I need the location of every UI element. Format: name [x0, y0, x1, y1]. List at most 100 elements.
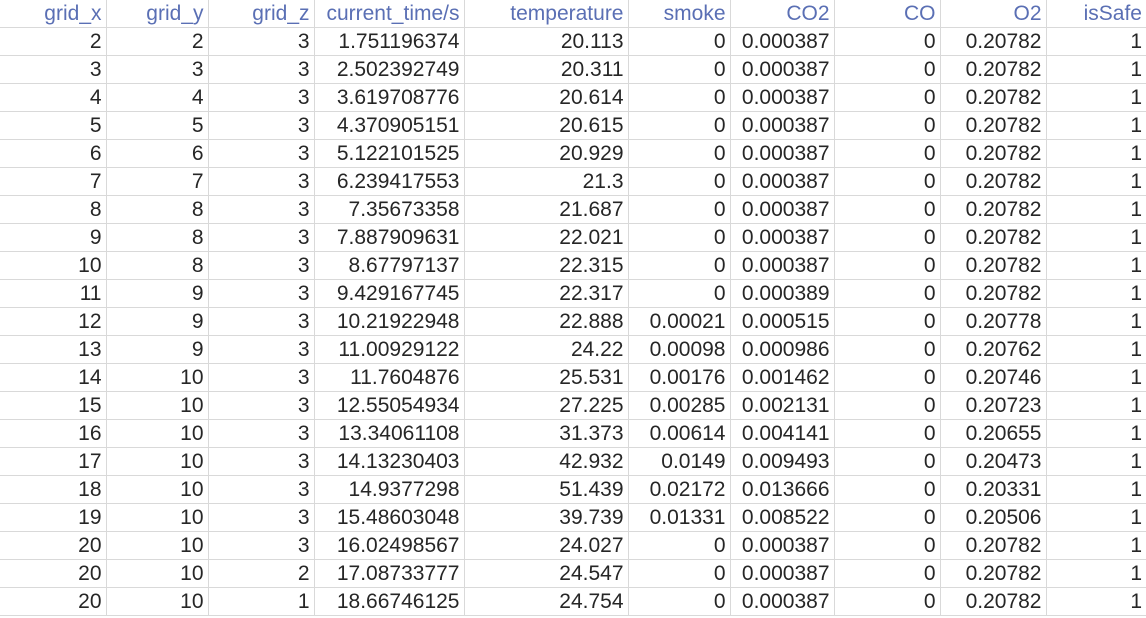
cell-temperature[interactable]: 22.888: [464, 307, 629, 336]
cell-is-safe[interactable]: 1: [1046, 139, 1146, 168]
cell-grid-x[interactable]: 6: [0, 139, 107, 168]
cell-smoke[interactable]: 0: [628, 27, 731, 56]
cell-is-safe[interactable]: 1: [1046, 559, 1146, 588]
cell-co[interactable]: 0: [834, 419, 941, 448]
cell-grid-z[interactable]: 3: [208, 531, 315, 560]
cell-co[interactable]: 0: [834, 531, 941, 560]
cell-co2[interactable]: 0.000387: [730, 55, 835, 84]
cell-current-time[interactable]: 7.887909631: [314, 223, 465, 252]
cell-o2[interactable]: 0.20723: [940, 391, 1047, 420]
cell-co[interactable]: 0: [834, 363, 941, 392]
cell-smoke[interactable]: 0: [628, 83, 731, 112]
cell-co2[interactable]: 0.000387: [730, 111, 835, 140]
cell-smoke[interactable]: 0: [628, 531, 731, 560]
cell-smoke[interactable]: 0.00176: [628, 363, 731, 392]
column-header-co[interactable]: CO: [834, 0, 941, 28]
cell-is-safe[interactable]: 1: [1046, 111, 1146, 140]
cell-is-safe[interactable]: 1: [1046, 279, 1146, 308]
cell-grid-y[interactable]: 10: [106, 363, 209, 392]
cell-grid-x[interactable]: 3: [0, 55, 107, 84]
cell-temperature[interactable]: 20.311: [464, 55, 629, 84]
cell-is-safe[interactable]: 1: [1046, 447, 1146, 476]
cell-current-time[interactable]: 15.48603048: [314, 503, 465, 532]
cell-o2[interactable]: 0.20782: [940, 167, 1047, 196]
cell-co2[interactable]: 0.000387: [730, 27, 835, 56]
cell-temperature[interactable]: 39.739: [464, 503, 629, 532]
cell-temperature[interactable]: 24.027: [464, 531, 629, 560]
cell-co[interactable]: 0: [834, 223, 941, 252]
cell-co[interactable]: 0: [834, 447, 941, 476]
cell-grid-x[interactable]: 17: [0, 447, 107, 476]
cell-grid-y[interactable]: 10: [106, 559, 209, 588]
cell-grid-y[interactable]: 8: [106, 223, 209, 252]
cell-grid-z[interactable]: 3: [208, 223, 315, 252]
cell-grid-x[interactable]: 14: [0, 363, 107, 392]
cell-is-safe[interactable]: 1: [1046, 307, 1146, 336]
cell-grid-z[interactable]: 3: [208, 419, 315, 448]
cell-grid-x[interactable]: 20: [0, 559, 107, 588]
cell-temperature[interactable]: 20.929: [464, 139, 629, 168]
cell-co2[interactable]: 0.002131: [730, 391, 835, 420]
cell-co[interactable]: 0: [834, 391, 941, 420]
cell-smoke[interactable]: 0: [628, 55, 731, 84]
cell-current-time[interactable]: 4.370905151: [314, 111, 465, 140]
cell-o2[interactable]: 0.20782: [940, 559, 1047, 588]
column-header-o2[interactable]: O2: [940, 0, 1047, 28]
cell-o2[interactable]: 0.20782: [940, 195, 1047, 224]
cell-current-time[interactable]: 5.122101525: [314, 139, 465, 168]
cell-current-time[interactable]: 14.9377298: [314, 475, 465, 504]
cell-grid-z[interactable]: 3: [208, 279, 315, 308]
cell-grid-z[interactable]: 3: [208, 83, 315, 112]
cell-grid-y[interactable]: 6: [106, 139, 209, 168]
cell-o2[interactable]: 0.20473: [940, 447, 1047, 476]
cell-is-safe[interactable]: 1: [1046, 587, 1146, 616]
cell-grid-z[interactable]: 1: [208, 587, 315, 616]
cell-grid-y[interactable]: 10: [106, 475, 209, 504]
cell-o2[interactable]: 0.20782: [940, 279, 1047, 308]
cell-current-time[interactable]: 9.429167745: [314, 279, 465, 308]
cell-o2[interactable]: 0.20506: [940, 503, 1047, 532]
cell-grid-x[interactable]: 13: [0, 335, 107, 364]
cell-temperature[interactable]: 22.315: [464, 251, 629, 280]
cell-co[interactable]: 0: [834, 279, 941, 308]
cell-o2[interactable]: 0.20762: [940, 335, 1047, 364]
cell-is-safe[interactable]: 1: [1046, 223, 1146, 252]
cell-temperature[interactable]: 24.547: [464, 559, 629, 588]
cell-o2[interactable]: 0.20782: [940, 587, 1047, 616]
cell-o2[interactable]: 0.20782: [940, 55, 1047, 84]
column-header-grid-y[interactable]: grid_y: [106, 0, 209, 28]
cell-o2[interactable]: 0.20782: [940, 531, 1047, 560]
cell-smoke[interactable]: 0: [628, 167, 731, 196]
cell-co[interactable]: 0: [834, 83, 941, 112]
cell-co2[interactable]: 0.000387: [730, 83, 835, 112]
cell-smoke[interactable]: 0: [628, 195, 731, 224]
cell-temperature[interactable]: 24.22: [464, 335, 629, 364]
cell-smoke[interactable]: 0.01331: [628, 503, 731, 532]
cell-co[interactable]: 0: [834, 55, 941, 84]
cell-smoke[interactable]: 0.00285: [628, 391, 731, 420]
cell-smoke[interactable]: 0.00614: [628, 419, 731, 448]
cell-co2[interactable]: 0.008522: [730, 503, 835, 532]
cell-temperature[interactable]: 20.615: [464, 111, 629, 140]
cell-co[interactable]: 0: [834, 251, 941, 280]
cell-current-time[interactable]: 6.239417553: [314, 167, 465, 196]
cell-temperature[interactable]: 51.439: [464, 475, 629, 504]
cell-grid-z[interactable]: 3: [208, 111, 315, 140]
cell-grid-x[interactable]: 19: [0, 503, 107, 532]
cell-current-time[interactable]: 2.502392749: [314, 55, 465, 84]
cell-current-time[interactable]: 18.66746125: [314, 587, 465, 616]
cell-grid-x[interactable]: 8: [0, 195, 107, 224]
cell-co2[interactable]: 0.000387: [730, 223, 835, 252]
cell-co[interactable]: 0: [834, 195, 941, 224]
cell-co2[interactable]: 0.000387: [730, 167, 835, 196]
cell-grid-y[interactable]: 10: [106, 391, 209, 420]
cell-current-time[interactable]: 11.7604876: [314, 363, 465, 392]
cell-smoke[interactable]: 0.02172: [628, 475, 731, 504]
cell-co2[interactable]: 0.000986: [730, 335, 835, 364]
cell-current-time[interactable]: 10.21922948: [314, 307, 465, 336]
cell-grid-x[interactable]: 9: [0, 223, 107, 252]
cell-grid-z[interactable]: 2: [208, 559, 315, 588]
cell-is-safe[interactable]: 1: [1046, 419, 1146, 448]
cell-grid-y[interactable]: 2: [106, 27, 209, 56]
cell-grid-x[interactable]: 5: [0, 111, 107, 140]
